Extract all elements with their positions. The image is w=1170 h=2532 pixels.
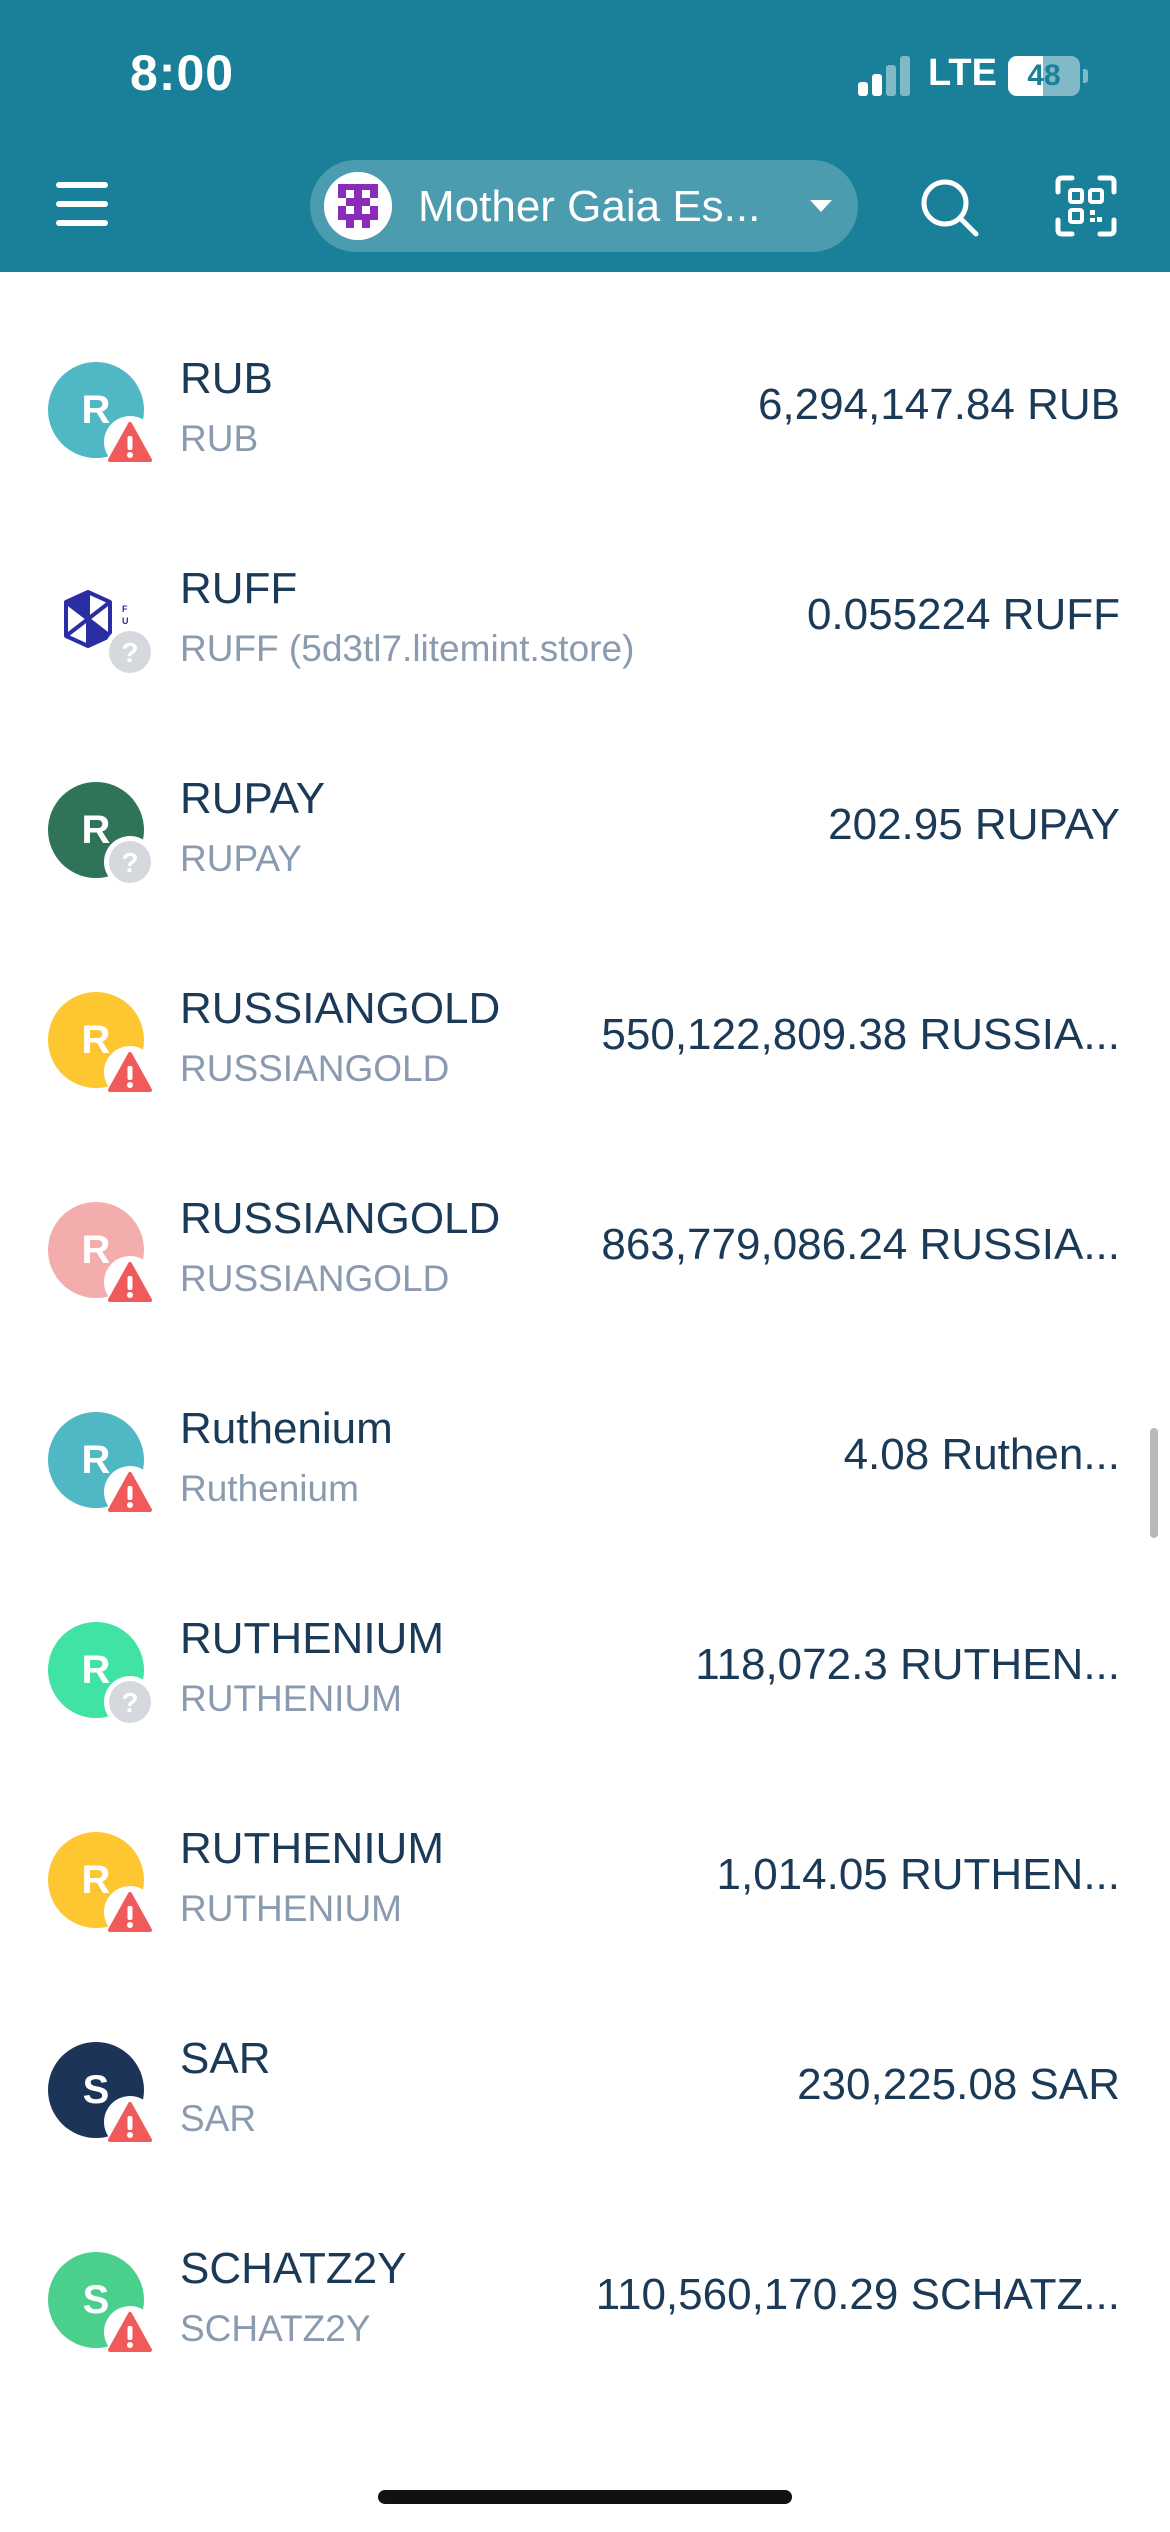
scrollbar[interactable] xyxy=(1150,1428,1158,1538)
qr-scan-icon[interactable] xyxy=(1054,174,1118,238)
token-name: SAR xyxy=(180,2098,257,2139)
token-row[interactable]: S SAR SAR 230,225.08 SAR xyxy=(0,1952,1170,2162)
warning-icon xyxy=(104,2306,156,2358)
token-symbol: RUTHENIUM xyxy=(180,1614,444,1663)
token-balance: 4.08 Ruthen... xyxy=(843,1430,1120,1479)
token-name: RUB xyxy=(180,418,259,459)
token-symbol: RUFF xyxy=(180,564,298,613)
token-name: RUTHENIUM xyxy=(180,1678,402,1719)
token-symbol: SAR xyxy=(180,2034,271,2083)
search-icon[interactable] xyxy=(918,176,982,240)
battery-percent: 48 xyxy=(1027,59,1061,92)
token-row[interactable]: R RUSSIANGOLD RUSSIANGOLD 863,779,086.24 R… xyxy=(0,1112,1170,1322)
token-name: RUPAY xyxy=(180,838,302,879)
token-balance: 550,122,809.38 RUSSIA... xyxy=(601,1010,1120,1059)
token-name: RUSSIANGOLD xyxy=(180,1258,450,1299)
token-name: RUSSIANGOLD xyxy=(180,1048,450,1089)
menu-icon[interactable] xyxy=(52,176,116,232)
token-icon: S xyxy=(48,2042,144,2138)
account-selector[interactable]: Mother Gaia Es... xyxy=(310,160,858,252)
token-balance: 230,225.08 SAR xyxy=(797,2060,1120,2109)
token-symbol: RUSSIANGOLD xyxy=(180,984,501,1033)
token-symbol: RUB xyxy=(180,354,273,403)
token-name: SCHATZ2Y xyxy=(180,2308,371,2349)
token-balance: 110,560,170.29 SCHATZ... xyxy=(595,2270,1120,2319)
token-row[interactable]: S SCHATZ2Y SCHATZ2Y 110,560,170.29 SCHATZ.… xyxy=(0,2162,1170,2372)
unknown-icon: ? xyxy=(104,626,156,678)
account-avatar xyxy=(324,172,392,240)
svg-text:?: ? xyxy=(121,637,138,668)
svg-text:?: ? xyxy=(121,847,138,878)
token-balance: 0.055224 RUFF xyxy=(806,590,1120,639)
warning-icon xyxy=(104,1046,156,1098)
token-row[interactable]: R RUTHENIUM RUTHENIUM 1,014.05 RUTHEN... xyxy=(0,1742,1170,1952)
unknown-icon: ? xyxy=(104,836,156,888)
svg-text:?: ? xyxy=(121,1687,138,1718)
home-indicator xyxy=(378,2490,792,2504)
warning-icon xyxy=(104,1256,156,1308)
svg-text:F: F xyxy=(122,604,128,614)
status-time: 8:00 xyxy=(130,45,235,101)
identicon-icon xyxy=(324,172,392,240)
token-row[interactable]: R ? RUPAY RUPAY 202.95 RUPAY xyxy=(0,692,1170,902)
token-row[interactable]: R RUB RUB 6,294,147.84 RUB xyxy=(0,272,1170,482)
token-row[interactable]: R Ruthenium Ruthenium 4.08 Ruthen... xyxy=(0,1322,1170,1532)
token-name: RUTHENIUM xyxy=(180,1888,402,1929)
svg-text:U: U xyxy=(122,616,129,626)
token-row[interactable]: R ? RUTHENIUM RUTHENIUM 118,072.3 RUTHEN..… xyxy=(0,1532,1170,1742)
token-name: RUFF (5d3tl7.litemint.store) xyxy=(180,628,635,669)
network-label: LTE xyxy=(928,52,997,94)
token-symbol: RUPAY xyxy=(180,774,326,823)
token-symbol: SCHATZ2Y xyxy=(180,2244,407,2293)
token-symbol: Ruthenium xyxy=(180,1404,393,1453)
top-bar: 8:00 LTE 48 Mot xyxy=(0,0,1170,272)
token-row[interactable]: R RUSSIANGOLD RUSSIANGOLD 550,122,809.38 R… xyxy=(0,902,1170,1112)
account-name: Mother Gaia Es... xyxy=(418,182,761,231)
battery-icon: 48 xyxy=(1008,56,1088,96)
token-balance: 6,294,147.84 RUB xyxy=(757,380,1120,429)
warning-icon xyxy=(104,416,156,468)
warning-icon xyxy=(104,2096,156,2148)
token-symbol: RUTHENIUM xyxy=(180,1824,444,1873)
token-balance: 118,072.3 RUTHEN... xyxy=(695,1640,1120,1689)
unknown-icon: ? xyxy=(104,1676,156,1728)
token-balance: 1,014.05 RUTHEN... xyxy=(716,1850,1121,1899)
chevron-down-icon xyxy=(810,200,832,212)
warning-icon xyxy=(104,1886,156,1938)
token-symbol: RUSSIANGOLD xyxy=(180,1194,501,1243)
warning-icon xyxy=(104,1466,156,1518)
signal-icon xyxy=(858,56,910,96)
token-name: Ruthenium xyxy=(180,1468,359,1509)
token-balance: 863,779,086.24 RUSSIA... xyxy=(601,1220,1120,1269)
token-balance: 202.95 RUPAY xyxy=(828,800,1120,849)
